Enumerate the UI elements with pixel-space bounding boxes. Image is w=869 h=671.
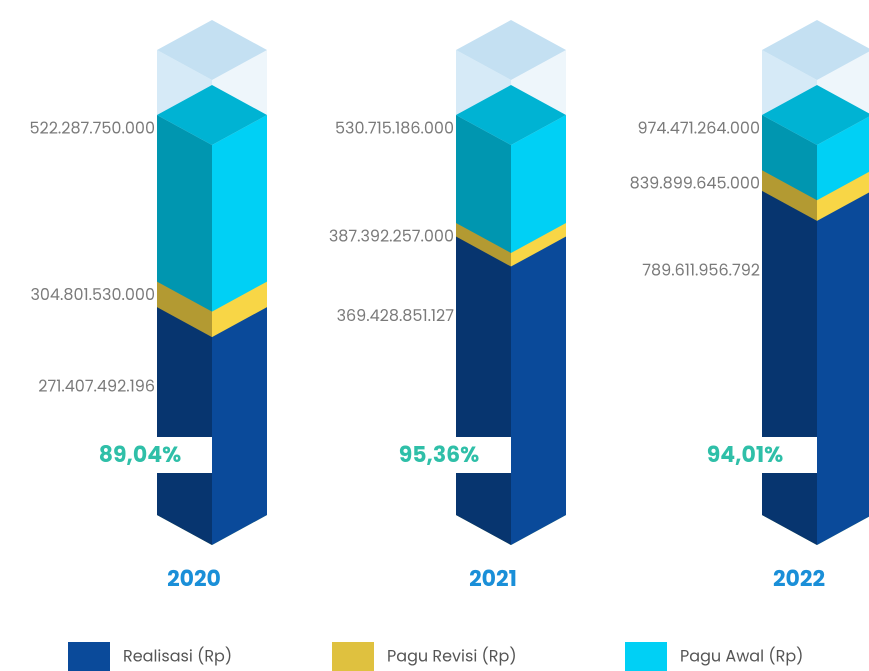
percent-band (379, 437, 511, 473)
legend-label: Realisasi (Rp) (123, 644, 232, 667)
left-face (157, 307, 212, 545)
bar (762, 190, 869, 545)
shell-top (762, 20, 869, 80)
legend-swatch (68, 642, 110, 671)
x-tick-label: 2021 (469, 563, 517, 594)
legend-swatch (332, 642, 374, 671)
value-label: 271.407.492.196 (38, 375, 155, 398)
value-label: 530.715.186.000 (335, 116, 454, 139)
value-label: 789.611.956.792 (642, 258, 760, 281)
top-face (157, 85, 267, 145)
legend-swatch (625, 642, 667, 671)
shell-top (157, 20, 267, 80)
value-label: 839.899.645.000 (630, 172, 760, 195)
value-label: 974.471.264.000 (638, 116, 760, 139)
right-face (511, 236, 566, 545)
legend-label: Pagu Revisi (Rp) (387, 644, 517, 667)
x-tick-label: 2020 (167, 563, 221, 594)
value-label: 522.287.750.000 (29, 116, 155, 139)
shell-top (456, 20, 566, 80)
bar (456, 236, 566, 545)
right-face (212, 307, 267, 545)
top-face (456, 85, 566, 145)
bar (157, 307, 267, 545)
percent-label: 95,36% (399, 439, 480, 470)
top-face (762, 85, 869, 145)
percent-band (80, 437, 212, 473)
x-tick-label: 2022 (773, 563, 825, 594)
value-label: 304.801.530.000 (30, 283, 155, 306)
right-face (817, 192, 869, 545)
legend-label: Pagu Awal (Rp) (680, 644, 803, 667)
percent-label: 89,04% (99, 439, 181, 470)
left-face (456, 236, 511, 545)
value-label: 369.428.851.127 (337, 304, 455, 327)
percent-label: 94,01% (707, 439, 784, 470)
percent-band (685, 437, 817, 473)
value-label: 387.392.257.000 (329, 224, 454, 247)
left-face (762, 190, 817, 545)
